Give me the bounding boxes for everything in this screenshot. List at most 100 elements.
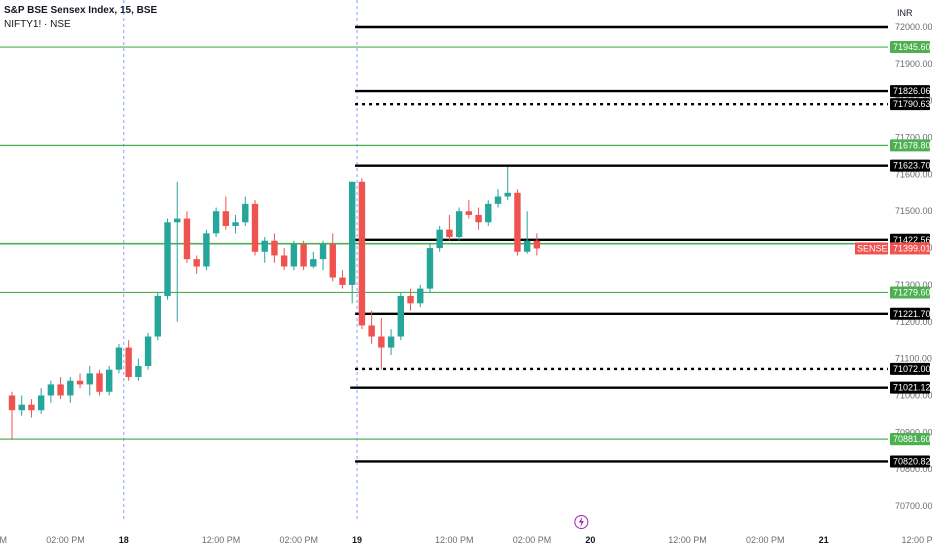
candle-body [533, 240, 541, 249]
x-tick-label: 02:00 PM [746, 535, 785, 545]
price-tag-label: 71623.70 [893, 161, 931, 171]
price-tag-box [890, 139, 930, 152]
candle-body [368, 325, 375, 337]
price-tag: 71072.00 [890, 362, 931, 375]
candle [222, 196, 230, 230]
price-tag: 71826.06 [890, 85, 931, 98]
price-tag: 71221.70 [890, 307, 931, 320]
price-tag-label: 71422.56 [893, 235, 931, 245]
candle [485, 200, 492, 226]
candle-body [212, 211, 220, 234]
price-tag-box [890, 455, 930, 468]
candle-body [319, 244, 327, 260]
candle-body [271, 240, 278, 256]
y-tick-label: 70700.00 [895, 501, 932, 511]
candle [212, 207, 220, 238]
currency-label: INR [897, 8, 913, 18]
candle-body [261, 240, 268, 252]
x-tick-label: 20 [585, 535, 595, 545]
candle [251, 200, 259, 256]
candle-body [8, 395, 16, 411]
price-tag-box [890, 307, 930, 320]
candle [368, 310, 375, 344]
y-tick-label: 71700.00 [895, 133, 932, 143]
x-tick-label: 18 [119, 535, 129, 545]
price-tag: 71790.63 [890, 98, 931, 111]
price-tag-box [890, 159, 930, 172]
candle-body [154, 295, 161, 337]
x-tick-label: 21 [819, 535, 829, 545]
x-tick-label: 02:00 PM [279, 535, 318, 545]
lightning-glyph [578, 516, 584, 528]
y-tick-label: 71300.00 [895, 280, 932, 290]
candle [455, 207, 463, 241]
candle-body [465, 211, 473, 215]
candle [407, 288, 414, 311]
candle [28, 399, 35, 418]
candle-body [174, 218, 181, 223]
x-tick-label: 02:00 PM [46, 535, 85, 545]
price-tag-label: 71221.70 [893, 309, 931, 319]
candle-body [290, 244, 298, 267]
candle-body [485, 203, 492, 223]
candle-body [329, 244, 336, 278]
candle [523, 211, 531, 254]
candle [358, 178, 366, 330]
price-tag-label: 71678.80 [893, 140, 931, 150]
candle [154, 292, 161, 341]
candle-body [183, 218, 191, 260]
candle [183, 211, 191, 263]
candle [494, 189, 502, 208]
candle-body [514, 192, 521, 252]
candle [261, 237, 268, 263]
price-tag: 71623.70 [890, 159, 931, 172]
candle [426, 244, 434, 293]
candle [504, 167, 511, 201]
candle [193, 255, 200, 274]
candle [164, 218, 171, 300]
candle [57, 377, 64, 400]
price-tag-box [890, 381, 930, 394]
price-tag-box [890, 85, 930, 98]
x-tick-label: 12:00 PM [435, 535, 474, 545]
candle [135, 358, 142, 381]
candle [232, 214, 239, 234]
candle-body [446, 229, 453, 238]
candle-body [76, 380, 84, 385]
price-tag: 70820.82 [890, 455, 931, 468]
candle-body [144, 336, 152, 366]
candle [387, 329, 395, 355]
lightning-icon[interactable] [574, 515, 589, 529]
price-tag-label: 71279.60 [893, 287, 931, 297]
candle [18, 395, 25, 416]
candle [67, 377, 74, 403]
candle-body [135, 365, 142, 378]
candle-body [18, 404, 25, 411]
price-tag-label: 71790.63 [893, 99, 931, 109]
price-tag-label: 71826.06 [893, 86, 931, 96]
price-tag-box [890, 286, 930, 299]
x-tick-label: 02:00 PM [513, 535, 552, 545]
candle-body [203, 233, 210, 267]
candle-body [86, 373, 93, 385]
candle [76, 373, 84, 389]
x-tick-label: 12:00 PM [668, 535, 707, 545]
x-tick-label: 12:00 PM [902, 535, 932, 545]
candle-body [504, 192, 511, 197]
last-price-box [890, 242, 930, 255]
candle-body [106, 369, 113, 392]
candle [339, 270, 346, 289]
candle-body [358, 181, 366, 326]
candle-body [349, 181, 356, 285]
y-tick-label: 71900.00 [895, 59, 932, 69]
candle-body [407, 295, 414, 304]
candle [465, 200, 473, 219]
chart-subtitle: NIFTY1! · NSE [4, 19, 71, 30]
candle-body [397, 295, 404, 337]
candle [115, 343, 123, 374]
candle [397, 292, 404, 341]
price-tag: 71279.60 [890, 286, 931, 299]
y-tick-label: 71000.00 [895, 390, 932, 400]
candle-body [475, 214, 482, 223]
